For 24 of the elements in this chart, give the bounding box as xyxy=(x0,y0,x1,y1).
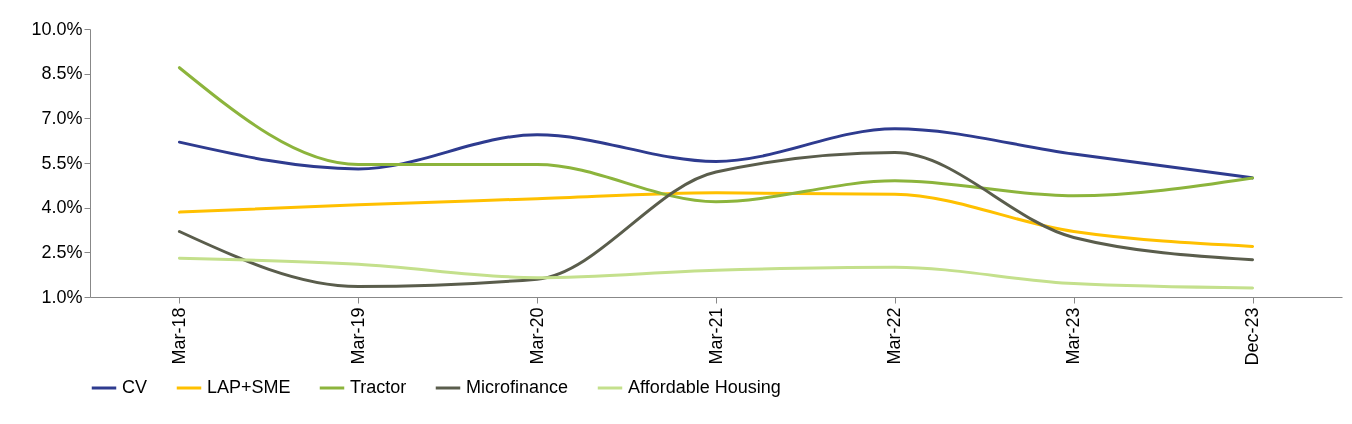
y-tick-label: 10.0% xyxy=(31,18,83,39)
legend-label: CV xyxy=(122,377,148,397)
x-tick-label: Dec-23 xyxy=(1242,307,1263,366)
legend-label: Affordable Housing xyxy=(628,377,781,397)
x-tick-label: Mar-23 xyxy=(1063,307,1084,365)
x-tick-label: Mar-20 xyxy=(526,307,547,365)
legend-label: Tractor xyxy=(350,377,407,397)
line-series xyxy=(177,127,1255,180)
legend-label: Microfinance xyxy=(466,377,569,397)
y-tick-label: 1.0% xyxy=(41,286,83,307)
x-tick-label: Mar-22 xyxy=(884,307,905,365)
line-series xyxy=(177,256,1255,290)
line-series xyxy=(177,151,1255,289)
x-tick-label: Mar-18 xyxy=(168,307,189,365)
line-series xyxy=(177,66,1255,204)
y-tick-label: 7.0% xyxy=(41,107,83,128)
y-tick-label: 2.5% xyxy=(41,241,83,262)
y-tick-label: 5.5% xyxy=(41,152,83,173)
y-tick-label: 4.0% xyxy=(41,197,83,218)
line-series xyxy=(177,191,1255,248)
legend-label: LAP+SME xyxy=(207,377,291,397)
y-tick-label: 8.5% xyxy=(41,63,83,84)
x-tick-label: Mar-19 xyxy=(347,307,368,365)
x-tick-label: Mar-21 xyxy=(705,307,726,365)
